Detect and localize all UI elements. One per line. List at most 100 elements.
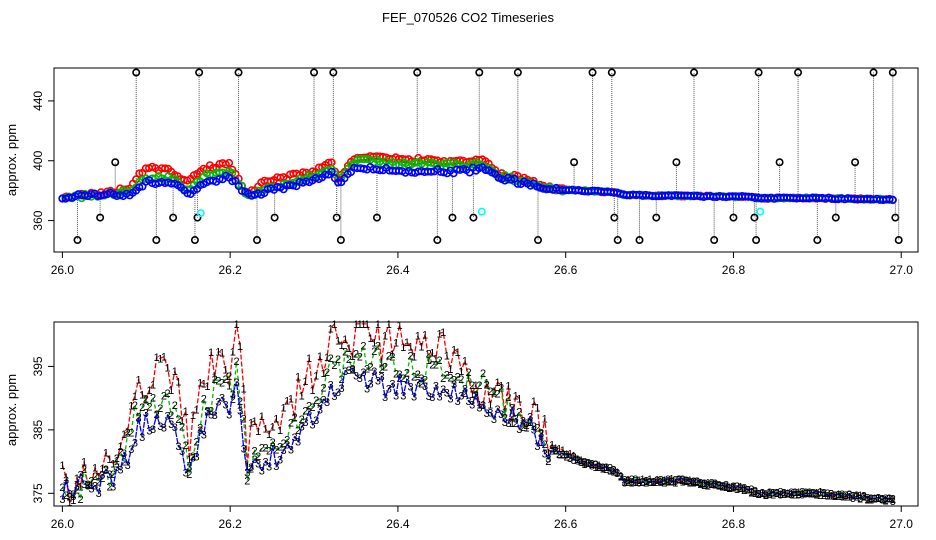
series-marker-1: 1 (524, 423, 530, 435)
series-marker-1: 1 (320, 368, 326, 380)
series-marker-1: 1 (411, 352, 417, 364)
series-marker-3: 3 (883, 493, 889, 505)
series-marker-1: 1 (864, 494, 870, 506)
series-marker-2: 2 (890, 493, 896, 505)
series-marker-2: 2 (328, 353, 334, 365)
ref-point (433, 236, 442, 245)
series-marker-3: 3 (480, 400, 486, 412)
series-line-3 (61, 367, 894, 502)
series-marker-3: 3 (814, 489, 820, 501)
series-marker-1: 1 (99, 463, 105, 475)
series-marker-2: 2 (317, 397, 323, 409)
series-marker-1: 1 (690, 478, 696, 490)
series-marker-3: 3 (846, 490, 852, 502)
series-marker-2: 2 (730, 482, 736, 494)
series-marker-1: 1 (328, 323, 334, 335)
series-marker-3: 3 (154, 410, 160, 422)
series-marker-3: 3 (723, 481, 729, 493)
series-marker-2: 2 (237, 396, 243, 408)
series-marker-2: 2 (422, 374, 428, 386)
series-marker-2: 2 (770, 490, 776, 502)
ref-point (73, 236, 82, 245)
axes: 26.0 26.2 26.4 26.6 26.8 27.0 360 400 440 (31, 91, 913, 277)
series-marker-2: 2 (756, 489, 762, 501)
series-marker-3: 3 (194, 452, 200, 464)
series-marker-2: 2 (375, 340, 381, 352)
series-marker-2: 2 (168, 410, 174, 422)
ref-point (888, 68, 897, 77)
series-marker-3: 3 (513, 413, 519, 425)
series-marker-2: 2 (455, 372, 461, 384)
series-marker-3: 3 (378, 372, 384, 384)
series-marker-2: 2 (270, 437, 276, 449)
ref-point (169, 213, 178, 222)
series-marker-1: 1 (233, 319, 239, 331)
series-marker-3: 3 (687, 477, 693, 489)
series-marker-3: 3 (785, 488, 791, 500)
series-marker-1: 1 (223, 365, 229, 377)
series-marker-1: 1 (600, 464, 606, 476)
series-marker-3: 3 (861, 490, 867, 502)
series-marker-1: 1 (165, 362, 171, 374)
series-marker-1: 1 (77, 482, 83, 494)
series-marker-1: 1 (553, 443, 559, 455)
series-marker-2: 2 (99, 473, 105, 485)
series-marker-2: 2 (139, 402, 145, 414)
series-marker-1: 1 (665, 477, 671, 489)
series-marker-3: 3 (476, 403, 482, 415)
series-marker-3: 3 (567, 453, 573, 465)
series-marker-3: 3 (458, 391, 464, 403)
series-marker-1: 1 (110, 458, 116, 470)
series-marker-1: 1 (128, 401, 134, 413)
ref-point (190, 236, 199, 245)
series-marker-3: 3 (792, 487, 798, 499)
series-marker-1: 1 (67, 497, 73, 509)
point-c3 (888, 195, 897, 204)
series-marker-3: 3 (650, 477, 656, 489)
series-marker-3: 3 (281, 445, 287, 457)
series-marker-2: 2 (179, 422, 185, 434)
series-marker-3: 3 (382, 392, 388, 404)
series-marker-2: 2 (161, 391, 167, 403)
x-tick-label: 26.4 (386, 517, 410, 531)
series-marker-1: 1 (114, 456, 120, 468)
series-marker-2: 2 (712, 480, 718, 492)
series-marker-2: 2 (832, 490, 838, 502)
series-marker-2: 2 (183, 440, 189, 452)
series-marker-1: 1 (621, 477, 627, 489)
x-tick-label: 26.8 (722, 517, 746, 531)
ref-point (750, 213, 759, 222)
series-marker-2: 2 (781, 489, 787, 501)
series-marker-2: 2 (502, 413, 508, 425)
series-marker-2: 2 (661, 477, 667, 489)
x-tick-label: 27.0 (890, 263, 914, 277)
series-marker-3: 3 (596, 462, 602, 474)
series-marker-1: 1 (386, 319, 392, 331)
series-marker-3: 3 (444, 387, 450, 399)
series-marker-2: 2 (694, 476, 700, 488)
series-marker-3: 3 (418, 373, 424, 385)
series-marker-3: 3 (850, 493, 856, 505)
series-marker-2: 2 (223, 374, 229, 386)
series-marker-2: 2 (339, 374, 345, 386)
series-marker-3: 3 (259, 466, 265, 478)
series-marker-1: 1 (364, 319, 370, 331)
series-marker-3: 3 (520, 415, 526, 427)
y-axis-label: approx. ppm (4, 374, 19, 446)
series-marker-2: 2 (643, 477, 649, 489)
series-marker-3: 3 (204, 406, 210, 418)
series-marker-2: 2 (814, 490, 820, 502)
series-marker-3: 3 (766, 489, 772, 501)
series-marker-1: 1 (458, 366, 464, 378)
ref-point (336, 236, 345, 245)
series-marker-1: 1 (375, 319, 381, 331)
series-marker-3: 3 (516, 424, 522, 436)
series-marker-3: 3 (161, 422, 167, 434)
series-marker-1: 1 (542, 414, 548, 426)
series-marker-1: 1 (582, 459, 588, 471)
series-marker-2: 2 (241, 414, 247, 426)
series-marker-3: 3 (864, 492, 870, 504)
series-marker-1: 1 (705, 478, 711, 490)
series-marker-1: 1 (175, 376, 181, 388)
series-marker-2: 2 (534, 423, 540, 435)
